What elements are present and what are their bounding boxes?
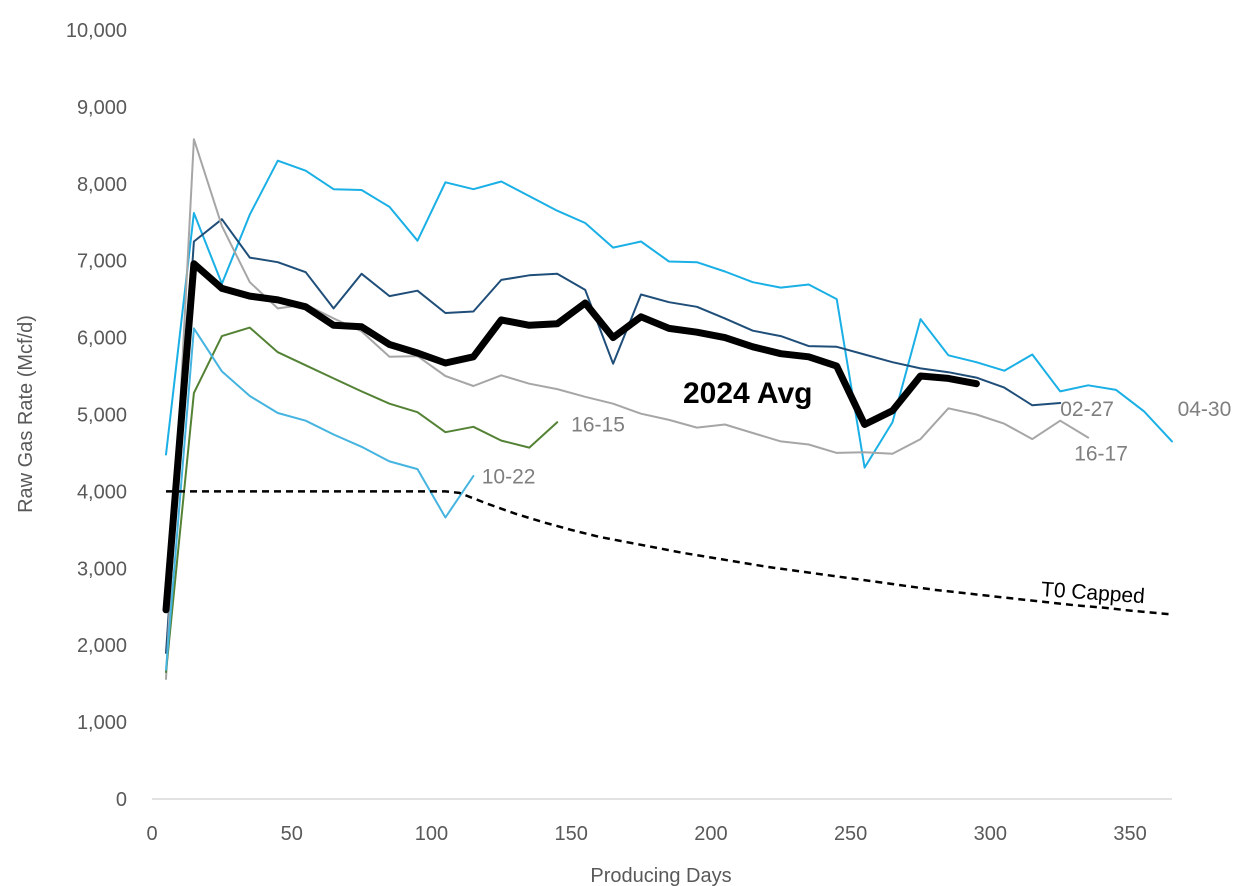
y-tick-label: 10,000	[66, 20, 127, 42]
series-lines	[162, 138, 1173, 680]
series-label-04-30: 04-30	[1178, 398, 1232, 421]
x-tick-label: 0	[146, 823, 157, 845]
y-axis-title: Raw Gas Rate (Mcf/d)	[15, 315, 37, 513]
x-tick-label: 300	[974, 823, 1007, 845]
series-label-02-27: 02-27	[1060, 398, 1114, 421]
y-tick-label: 4,000	[77, 481, 127, 503]
y-tick-label: 6,000	[77, 328, 127, 350]
x-axis-title: Producing Days	[590, 865, 731, 886]
x-tick-labels: 0 50 100 150 200 250 300 350	[146, 823, 1146, 845]
x-tick-label: 50	[281, 823, 303, 845]
y-tick-label: 5,000	[77, 405, 127, 427]
series-label-10-22: 10-22	[482, 466, 536, 489]
y-tick-label: 7,000	[77, 251, 127, 273]
y-tick-label: 9,000	[77, 97, 127, 119]
series-line-10-22	[165, 327, 475, 671]
y-tick-label: 1,000	[77, 712, 127, 734]
series-line-02-27	[165, 218, 1062, 654]
y-tick-label: 2,000	[77, 635, 127, 657]
y-tick-labels: 0 1,000 2,000 3,000 4,000 5,000 6,000 7,000 8,00…	[66, 20, 127, 811]
series-line-04-30	[165, 159, 1173, 469]
y-tick-label: 8,000	[77, 174, 127, 196]
series-line-t0-capped	[166, 490, 1173, 616]
x-tick-label: 150	[554, 823, 587, 845]
series-label-16-15: 16-15	[571, 413, 625, 436]
series-label-16-17: 16-17	[1074, 443, 1128, 466]
x-tick-label: 250	[834, 823, 867, 845]
x-tick-label: 200	[694, 823, 727, 845]
x-tick-label: 350	[1113, 823, 1146, 845]
y-tick-label: 0	[116, 789, 127, 811]
series-line-16-17	[165, 138, 1090, 680]
series-line-16-15	[165, 326, 559, 674]
y-tick-label: 3,000	[77, 558, 127, 580]
x-tick-label: 100	[415, 823, 448, 845]
series-label-2024-avg: 2024 Avg	[683, 377, 813, 410]
series-line-2024-avg	[162, 260, 980, 614]
